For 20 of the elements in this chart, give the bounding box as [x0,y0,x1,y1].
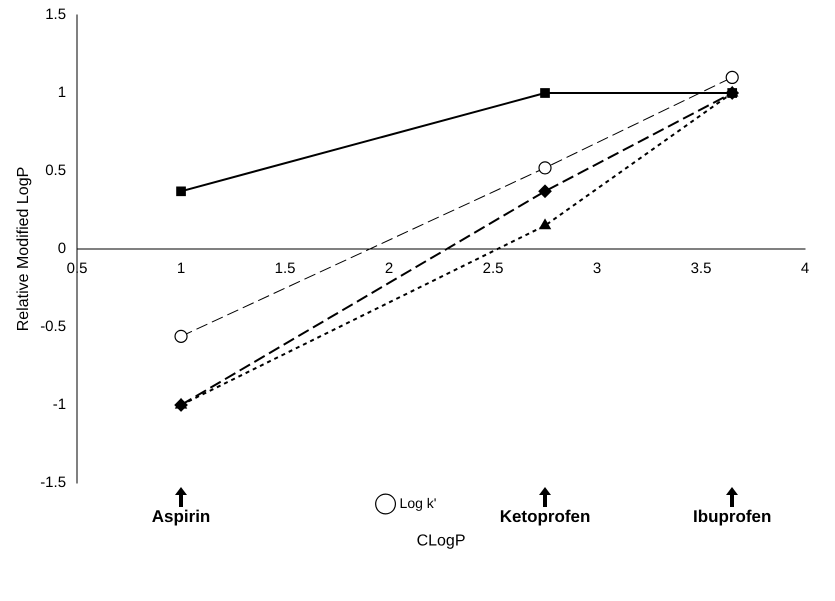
x-tick-label: 1.5 [274,260,296,278]
x-tick-label: 3 [592,260,602,278]
y-tick-label: -0.5 [40,318,66,336]
x-tick-label: 2.5 [482,260,504,278]
x-tick-label: 4 [800,260,810,278]
y-axis-title: Relative Modified LogP [15,166,32,332]
x-tick-label: 3.5 [690,260,712,278]
x-axis-title: CLogP [416,532,466,550]
text: Ibuprofen [693,507,772,526]
y-tick-label: 0.5 [45,162,66,180]
x-tick-label: 2 [384,260,394,278]
x-tick-label: 1 [176,260,186,278]
y-tick-label: 1.5 [45,6,66,24]
y-tick-label: -1 [52,396,66,414]
text: Aspirin [152,507,210,526]
y-tick-label: 1 [58,84,66,102]
text: Ketoprofen [500,507,590,526]
y-tick-label: 0 [58,240,66,258]
y-tick-label: -1.5 [40,474,66,492]
legend-label: Log k' [400,494,436,511]
